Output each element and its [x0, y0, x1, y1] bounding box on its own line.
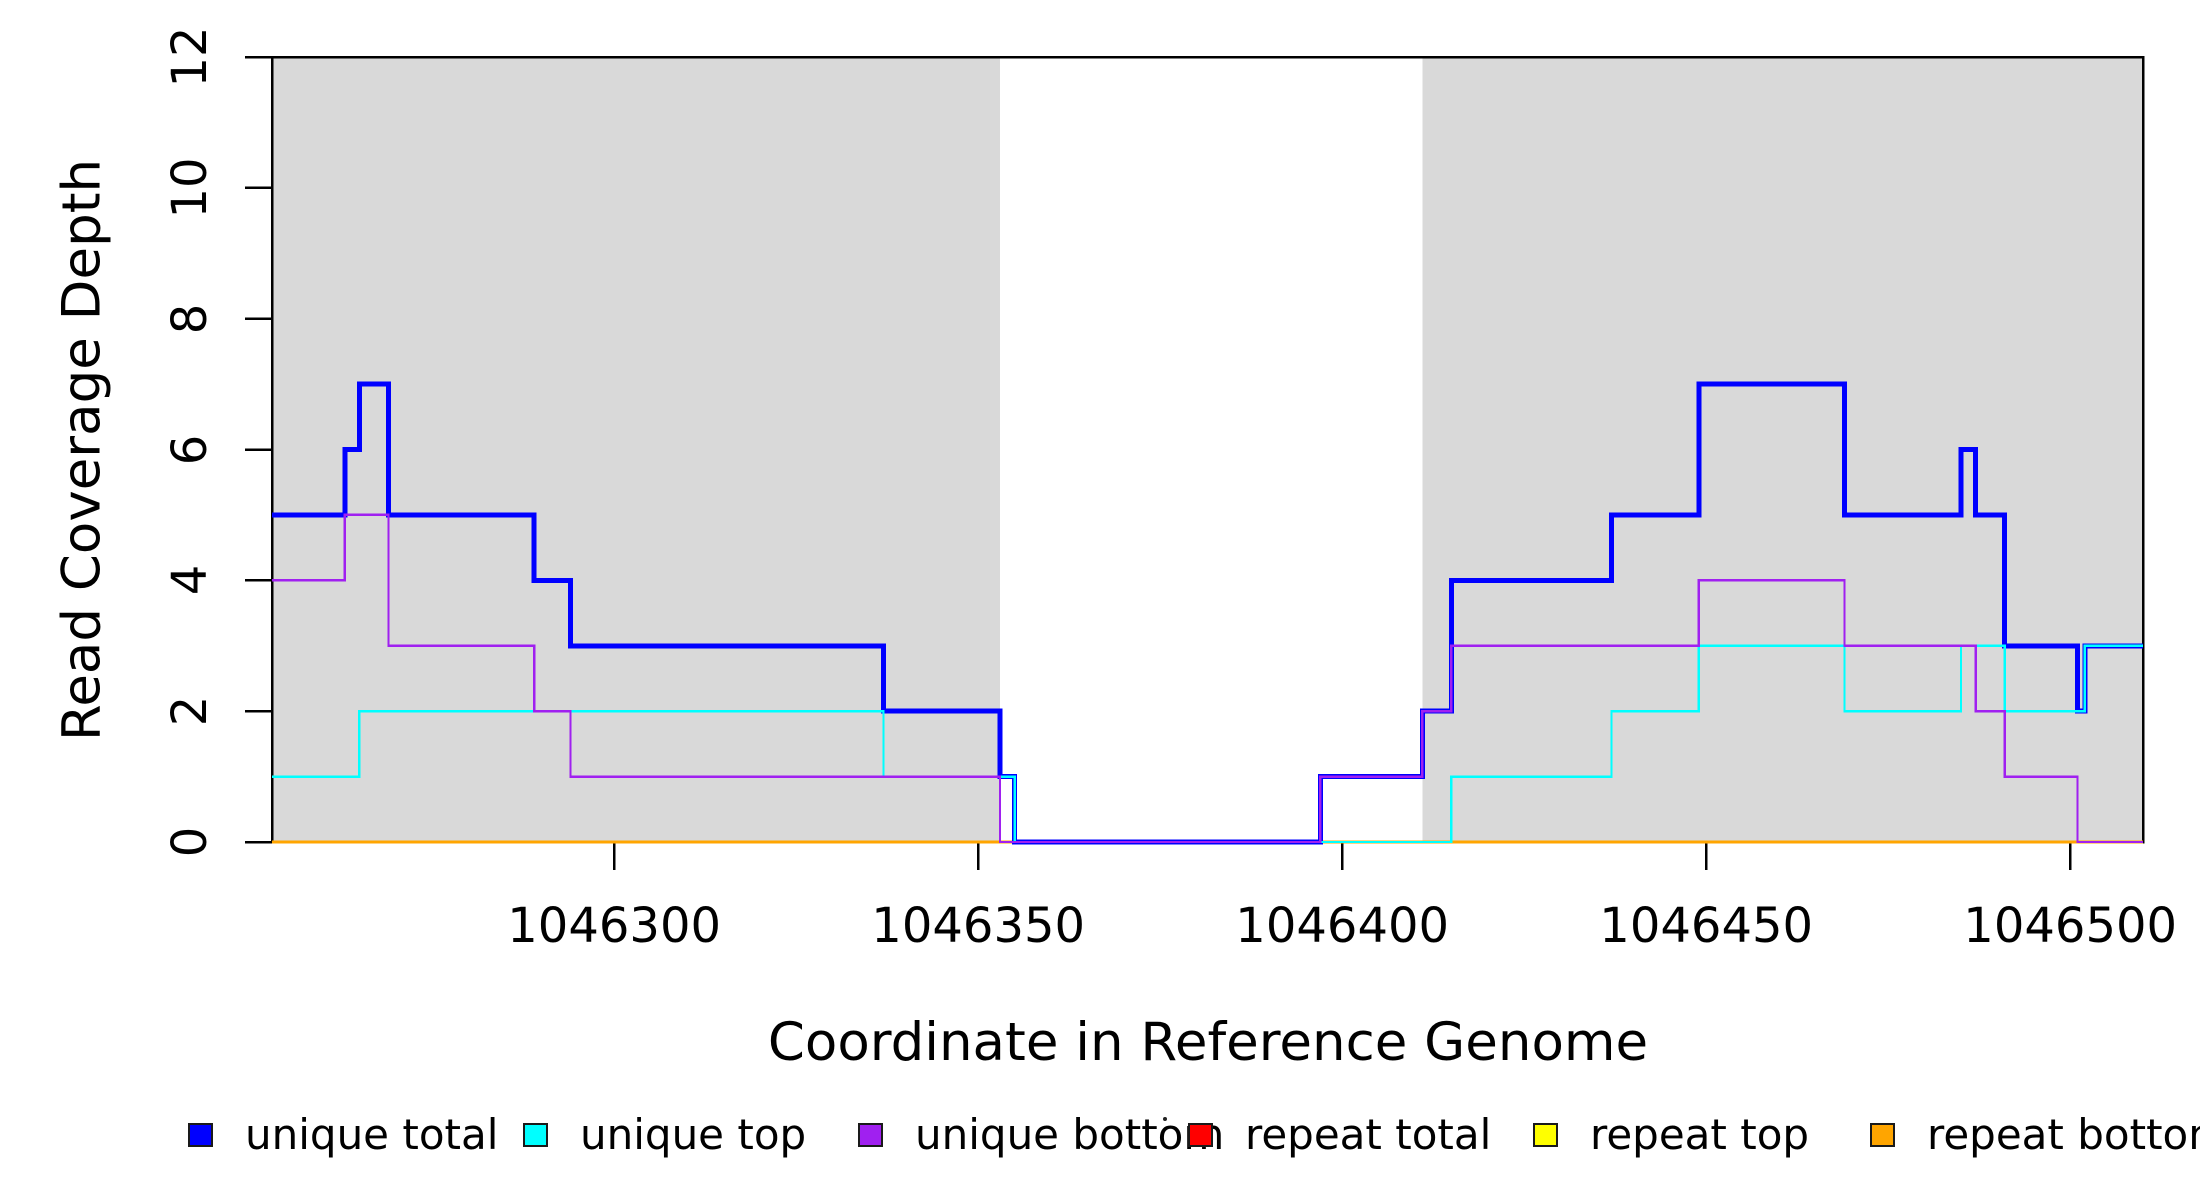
legend-label: unique top	[580, 1110, 807, 1159]
legend-label: repeat total	[1245, 1110, 1492, 1159]
y-tick-label: 12	[162, 26, 218, 88]
purple-square-icon	[858, 1123, 883, 1147]
legend-label: unique total	[245, 1110, 499, 1159]
y-tick-label: 8	[162, 303, 218, 334]
legend-item-repeat-bottom: repeat bottom	[1870, 1110, 2200, 1159]
orange-square-icon	[1870, 1123, 1895, 1147]
y-tick-label: 0	[162, 826, 218, 858]
x-axis-title: Coordinate in Reference Genome	[767, 1012, 1649, 1073]
y-tick-label: 4	[162, 565, 218, 596]
shaded-region	[272, 57, 1001, 842]
x-tick-label: 1046400	[1235, 898, 1450, 954]
red-square-icon	[1188, 1123, 1213, 1147]
cyan-square-icon	[523, 1123, 548, 1147]
legend-item-repeat-total: repeat total	[1188, 1110, 1492, 1159]
legend-label: repeat top	[1590, 1110, 1810, 1159]
legend-item-repeat-top: repeat top	[1533, 1110, 1810, 1159]
legend-label: unique bottom	[915, 1110, 1225, 1159]
blue-square-icon	[188, 1123, 213, 1147]
x-tick-label: 1046300	[507, 898, 722, 954]
stray-dot	[1163, 1117, 1167, 1121]
series-unique-bottom	[272, 513, 2143, 844]
y-tick-label: 2	[162, 695, 218, 727]
y-axis-title: Read Coverage Depth	[51, 158, 113, 742]
x-tick-label: 1046350	[871, 898, 1086, 954]
x-tick-label: 1046450	[1599, 898, 1814, 954]
x-tick-label: 1046500	[1963, 898, 2178, 954]
legend-item-unique-bottom: unique bottom	[858, 1110, 1225, 1159]
series-unique-top	[272, 644, 2143, 844]
yellow-square-icon	[1533, 1123, 1558, 1147]
legend-item-unique-total: unique total	[188, 1110, 499, 1159]
legend-label: repeat bottom	[1927, 1110, 2200, 1159]
y-tick-label: 6	[162, 434, 218, 465]
legend-item-unique-top: unique top	[523, 1110, 807, 1159]
shaded-region	[1422, 57, 2143, 842]
y-tick-label: 10	[162, 157, 218, 219]
